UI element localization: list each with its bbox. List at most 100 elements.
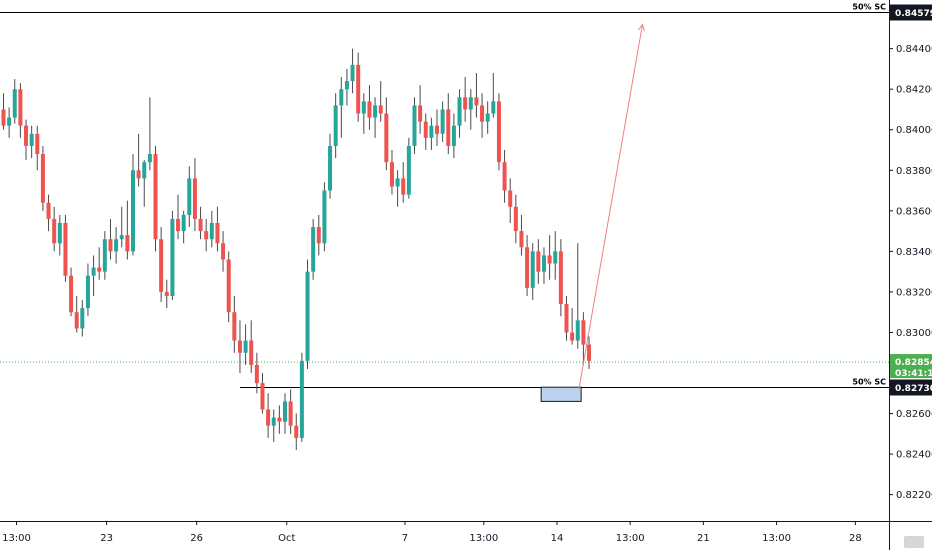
- candle-body: [108, 239, 113, 252]
- candle-body: [356, 64, 361, 114]
- candle-body: [389, 162, 394, 187]
- candle-body: [7, 117, 12, 126]
- candle-body: [316, 227, 321, 244]
- candle-body: [496, 101, 501, 163]
- x-tick-label: 13:00: [469, 533, 498, 544]
- candle-body: [159, 239, 164, 292]
- candle-body: [114, 239, 119, 252]
- demand-zone-box: [540, 386, 582, 402]
- candle-body: [328, 145, 333, 191]
- x-tick-label: 13:00: [616, 533, 645, 544]
- candle-body: [344, 81, 349, 90]
- candle-body: [294, 425, 299, 438]
- candle-body: [311, 227, 316, 272]
- candle-body: [581, 320, 586, 345]
- current-price-text: 0.82854: [895, 358, 932, 368]
- candle-body: [395, 178, 400, 187]
- candle-body: [1, 109, 6, 126]
- candle-body: [35, 133, 40, 155]
- candle-body: [373, 105, 378, 118]
- candle-body: [237, 340, 242, 353]
- candle-body: [491, 101, 496, 114]
- x-tick-label: 13:00: [2, 533, 31, 544]
- candle-body: [412, 105, 417, 146]
- candle-body: [350, 64, 355, 82]
- candle-body: [519, 231, 524, 248]
- candle-body: [74, 312, 79, 329]
- projection-arrow-line: [578, 24, 643, 390]
- candle-body: [136, 170, 141, 179]
- candle-body: [406, 145, 411, 195]
- candle-body: [525, 247, 530, 288]
- candle-body: [192, 178, 197, 219]
- candle-body: [170, 218, 175, 296]
- candle-body: [564, 304, 569, 333]
- candle-body: [553, 251, 558, 264]
- level-price-text: 0.82730: [895, 384, 932, 394]
- candle-body: [254, 364, 259, 384]
- candle-body: [260, 383, 265, 410]
- candle-body: [29, 133, 34, 146]
- x-tick-label: 23: [100, 533, 113, 544]
- level-price-badge: [890, 379, 932, 396]
- candle-body: [266, 409, 271, 426]
- candle-body: [12, 89, 17, 118]
- candle-body: [221, 243, 226, 260]
- candle-body: [46, 202, 51, 219]
- candle-body: [198, 218, 203, 232]
- candle-body: [91, 267, 96, 276]
- candle-body: [249, 340, 254, 365]
- x-tick-label: Oct: [278, 533, 295, 544]
- candle-body: [401, 178, 406, 195]
- candle-body: [147, 154, 152, 163]
- candle-body: [322, 190, 327, 244]
- candle-body: [440, 109, 445, 134]
- candle-body: [333, 105, 338, 146]
- candle-body: [480, 105, 485, 122]
- candle-body: [530, 251, 535, 288]
- candle-body: [575, 320, 580, 341]
- countdown-text: 03:41:12: [895, 369, 932, 379]
- candle-body: [40, 154, 45, 203]
- candle-body: [164, 291, 169, 296]
- candle-body: [277, 417, 282, 422]
- candle-body: [209, 222, 214, 240]
- candle-body: [378, 105, 383, 114]
- level-label: 50% SC: [852, 3, 886, 12]
- x-tick-label: 7: [402, 533, 408, 544]
- candle-body: [80, 308, 85, 329]
- candle-body: [204, 231, 209, 240]
- candle-body: [176, 218, 181, 232]
- x-tick-label: 14: [551, 533, 564, 544]
- candle-body: [299, 360, 304, 438]
- candle-body: [97, 267, 102, 272]
- candle-body: [215, 222, 220, 244]
- candle-body: [474, 97, 479, 106]
- candle-body: [63, 222, 68, 276]
- candle-body: [547, 255, 552, 264]
- current-price-badge: [890, 354, 932, 379]
- level-price-badge: [890, 4, 932, 21]
- candle-body: [288, 401, 293, 426]
- candle-body: [536, 251, 541, 272]
- candle-body: [451, 125, 456, 146]
- candle-body: [423, 121, 428, 138]
- candle-body: [52, 218, 57, 244]
- candle-body: [125, 235, 130, 252]
- x-tick-label: 21: [697, 533, 710, 544]
- candle-body: [181, 214, 186, 232]
- candle-body: [418, 105, 423, 122]
- candle-body: [305, 271, 310, 361]
- candle-body: [153, 154, 158, 240]
- candle-body: [587, 344, 592, 361]
- candle-body: [570, 332, 575, 341]
- candle-body: [271, 417, 276, 426]
- y-tick-label: 0.82200: [896, 490, 932, 501]
